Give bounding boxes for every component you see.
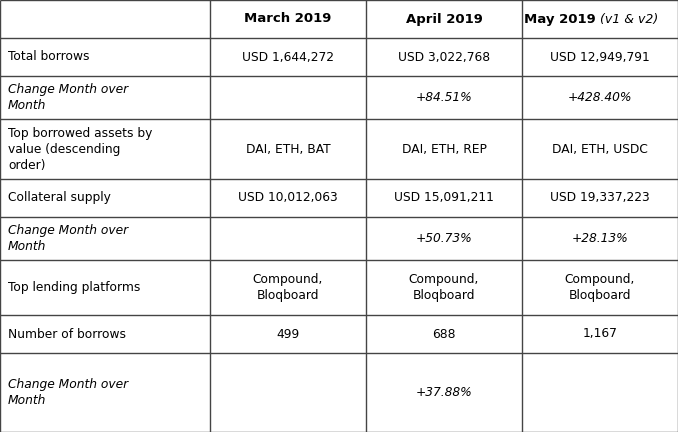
Text: Change Month over
Month: Change Month over Month <box>8 378 128 407</box>
Text: 499: 499 <box>277 327 300 340</box>
Text: +28.13%: +28.13% <box>572 232 629 245</box>
Text: Change Month over
Month: Change Month over Month <box>8 224 128 253</box>
Text: Change Month over
Month: Change Month over Month <box>8 83 128 112</box>
Text: (v1 & v2): (v1 & v2) <box>600 13 658 25</box>
Text: Top lending platforms: Top lending platforms <box>8 281 140 294</box>
Text: 1,167: 1,167 <box>582 327 618 340</box>
Text: 688: 688 <box>433 327 456 340</box>
Text: USD 19,337,223: USD 19,337,223 <box>550 191 650 204</box>
Text: Compound,
Bloqboard: Compound, Bloqboard <box>565 273 635 302</box>
Text: DAI, ETH, BAT: DAI, ETH, BAT <box>245 143 330 156</box>
Text: April 2019: April 2019 <box>405 13 483 25</box>
Text: Compound,
Bloqboard: Compound, Bloqboard <box>409 273 479 302</box>
Text: USD 10,012,063: USD 10,012,063 <box>238 191 338 204</box>
Text: May 2019: May 2019 <box>523 13 600 25</box>
Text: USD 12,949,791: USD 12,949,791 <box>550 51 650 64</box>
Text: DAI, ETH, REP: DAI, ETH, REP <box>401 143 486 156</box>
Text: USD 1,644,272: USD 1,644,272 <box>242 51 334 64</box>
Text: Number of borrows: Number of borrows <box>8 327 126 340</box>
Text: March 2019: March 2019 <box>244 13 332 25</box>
Text: +428.40%: +428.40% <box>567 91 633 104</box>
Text: Collateral supply: Collateral supply <box>8 191 111 204</box>
Text: DAI, ETH, USDC: DAI, ETH, USDC <box>552 143 648 156</box>
Text: Top borrowed assets by
value (descending
order): Top borrowed assets by value (descending… <box>8 127 153 172</box>
Text: Compound,
Bloqboard: Compound, Bloqboard <box>253 273 323 302</box>
Text: USD 15,091,211: USD 15,091,211 <box>394 191 494 204</box>
Text: +50.73%: +50.73% <box>416 232 473 245</box>
Text: USD 3,022,768: USD 3,022,768 <box>398 51 490 64</box>
Text: Total borrows: Total borrows <box>8 51 89 64</box>
Text: +37.88%: +37.88% <box>416 386 473 399</box>
Text: +84.51%: +84.51% <box>416 91 473 104</box>
